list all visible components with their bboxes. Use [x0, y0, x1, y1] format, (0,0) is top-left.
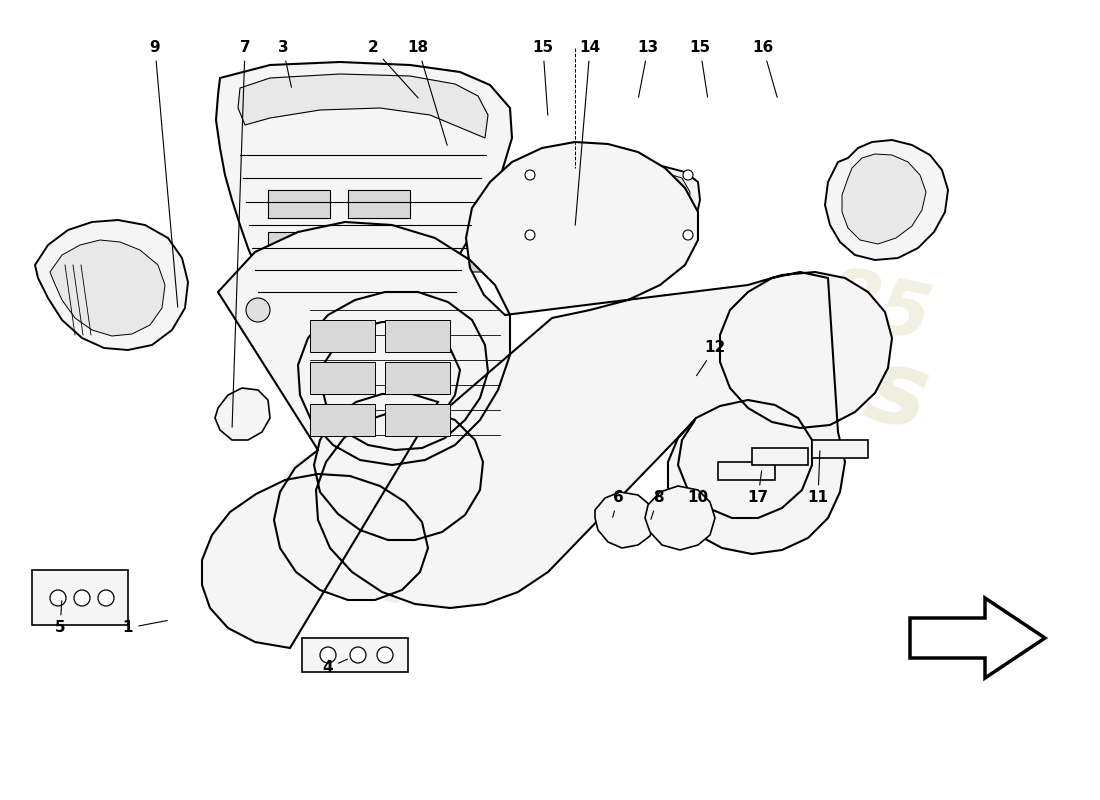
Polygon shape: [645, 486, 715, 550]
Text: 8: 8: [651, 490, 663, 519]
Circle shape: [74, 590, 90, 606]
Text: 4: 4: [322, 659, 348, 675]
Text: 17: 17: [747, 470, 769, 506]
Circle shape: [683, 170, 693, 180]
Polygon shape: [510, 162, 700, 240]
Text: 85: 85: [818, 262, 937, 358]
Polygon shape: [50, 240, 165, 336]
Circle shape: [525, 170, 535, 180]
Circle shape: [50, 590, 66, 606]
Text: 9: 9: [150, 41, 178, 307]
Text: 16: 16: [752, 41, 778, 98]
Polygon shape: [268, 190, 330, 218]
Circle shape: [377, 647, 393, 663]
Polygon shape: [385, 320, 450, 352]
Text: 11: 11: [807, 450, 828, 506]
Polygon shape: [385, 362, 450, 394]
Polygon shape: [385, 404, 450, 436]
Polygon shape: [595, 492, 654, 548]
Polygon shape: [216, 62, 512, 338]
Text: 12: 12: [696, 341, 726, 376]
Circle shape: [98, 590, 114, 606]
Polygon shape: [518, 168, 690, 232]
Polygon shape: [446, 260, 490, 272]
Polygon shape: [302, 638, 408, 672]
Text: 15: 15: [532, 41, 553, 115]
Circle shape: [320, 647, 336, 663]
Text: 15: 15: [690, 41, 711, 98]
Polygon shape: [825, 140, 948, 260]
Polygon shape: [310, 320, 375, 352]
Polygon shape: [348, 190, 410, 218]
Polygon shape: [310, 362, 375, 394]
Polygon shape: [268, 232, 330, 260]
Circle shape: [683, 230, 693, 240]
Text: 7: 7: [232, 41, 251, 427]
Polygon shape: [718, 462, 776, 480]
Text: 3: 3: [277, 41, 292, 87]
Polygon shape: [812, 440, 868, 458]
Polygon shape: [32, 570, 128, 625]
Text: ires: ires: [702, 308, 938, 452]
Text: 13: 13: [637, 41, 659, 98]
Polygon shape: [910, 598, 1045, 678]
Polygon shape: [238, 74, 488, 138]
Text: 6: 6: [613, 490, 624, 518]
Polygon shape: [35, 220, 188, 350]
Polygon shape: [310, 404, 375, 436]
Text: 10: 10: [688, 490, 708, 506]
Text: 2: 2: [367, 41, 418, 98]
Text: 1: 1: [123, 621, 167, 635]
Polygon shape: [842, 154, 926, 244]
Polygon shape: [214, 388, 270, 440]
Polygon shape: [348, 232, 410, 260]
Circle shape: [350, 647, 366, 663]
Polygon shape: [268, 272, 330, 300]
Text: 18: 18: [407, 41, 448, 146]
Polygon shape: [348, 272, 410, 300]
Circle shape: [246, 298, 270, 322]
Text: e: e: [263, 418, 377, 562]
Polygon shape: [752, 448, 808, 465]
Polygon shape: [202, 142, 892, 648]
Text: 14: 14: [575, 41, 601, 226]
Circle shape: [525, 230, 535, 240]
Text: a p: a p: [300, 503, 460, 613]
Text: 5: 5: [55, 601, 65, 635]
